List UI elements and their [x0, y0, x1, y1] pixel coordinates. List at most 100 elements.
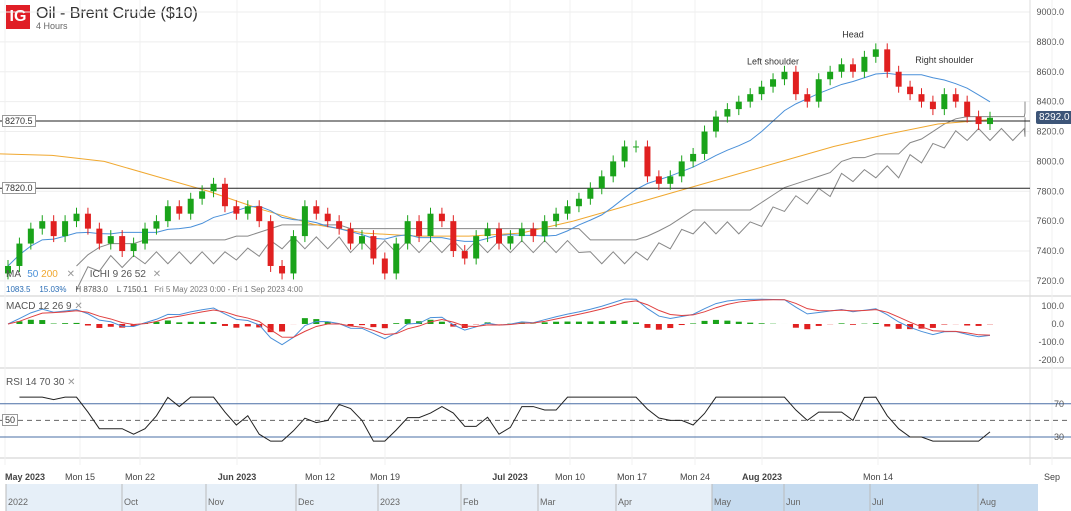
close-icon[interactable]: ✕	[66, 269, 75, 280]
candle	[130, 243, 137, 252]
candle	[872, 49, 879, 57]
rsi-line	[19, 396, 991, 442]
change-pct: 15.03%	[39, 285, 67, 294]
macd-histogram-bar	[438, 321, 445, 324]
chart-title: Oil - Brent Crude ($10)	[36, 5, 198, 22]
candle	[256, 206, 263, 222]
ichi-params: 9 26 52	[112, 269, 146, 280]
candle	[827, 71, 834, 80]
candle	[416, 221, 423, 237]
candle	[473, 236, 480, 259]
navigator-label: Feb	[463, 497, 479, 507]
candle	[347, 228, 354, 244]
macd-label: MACD	[6, 301, 36, 312]
rsi-legend[interactable]: RSI 14 70 30 ✕	[6, 377, 76, 388]
y-tick-label: 8000.0	[1036, 156, 1064, 166]
candle	[644, 146, 651, 177]
macd-histogram-bar	[964, 324, 971, 326]
interval-label[interactable]: 4 Hours	[36, 21, 68, 31]
candle	[884, 49, 891, 72]
macd-histogram-bar	[792, 324, 799, 328]
candle	[781, 71, 788, 80]
macd-histogram-bar	[621, 320, 628, 324]
y-tick-label: 7600.0	[1036, 216, 1064, 226]
candle	[450, 221, 457, 252]
macd-histogram-bar	[347, 324, 354, 327]
x-tick-label: Mon 24	[680, 472, 710, 482]
macd-histogram-bar	[107, 324, 114, 327]
candle	[907, 86, 914, 95]
x-tick-label: Mon 14	[863, 472, 893, 482]
candle	[393, 243, 400, 274]
candle	[575, 198, 582, 207]
candle	[964, 101, 971, 117]
candle	[5, 265, 11, 274]
macd-histogram-bar	[849, 324, 856, 325]
macd-histogram-bar	[724, 320, 731, 324]
close-icon[interactable]: ✕	[67, 377, 76, 388]
candle	[678, 161, 685, 177]
candle	[187, 198, 194, 214]
macd-tick-label: -200.0	[1038, 355, 1064, 365]
y-tick-label: 8400.0	[1036, 97, 1064, 107]
rsi-tick-label: 30	[1054, 432, 1064, 442]
candle	[96, 228, 103, 244]
macd-histogram-bar	[598, 321, 605, 324]
candle	[918, 94, 925, 102]
macd-histogram-bar	[758, 323, 765, 324]
candle	[690, 153, 697, 162]
macd-legend[interactable]: MACD 12 26 9 ✕	[6, 301, 83, 312]
macd-histogram-bar	[324, 321, 331, 324]
candle	[484, 228, 491, 237]
candle	[233, 206, 240, 214]
candle	[358, 236, 365, 244]
candle	[770, 79, 777, 87]
macd-histogram-bar	[655, 324, 662, 330]
macd-histogram-bar	[884, 324, 891, 327]
y-tick-label: 8600.0	[1036, 67, 1064, 77]
candle	[267, 221, 274, 266]
rsi-mid-label: 50	[2, 414, 19, 426]
navigator-label: 2023	[380, 497, 400, 507]
macd-histogram-bar	[27, 319, 34, 324]
candle	[324, 213, 331, 222]
ma-legend[interactable]: MA 50 200 ✕ ICHI 9 26 52 ✕	[6, 269, 161, 280]
level-label-7820: 7820.0	[2, 182, 36, 194]
candle	[541, 221, 548, 237]
candle	[975, 116, 982, 125]
candle	[633, 146, 640, 148]
navigator-label: Dec	[298, 497, 315, 507]
macd-histogram-bar	[633, 322, 640, 324]
candle	[838, 64, 845, 72]
candle	[142, 228, 149, 244]
change: 1083.5	[6, 285, 31, 294]
ma-fast: 50	[27, 269, 39, 280]
ichimoku-span-a	[76, 101, 1026, 267]
macd-histogram-bar	[256, 324, 263, 328]
navigator-label: Nov	[208, 497, 225, 507]
candle	[598, 176, 605, 189]
ma-slow: 200	[41, 269, 58, 280]
high: H 8783.0	[75, 285, 108, 294]
close-icon[interactable]: ✕	[152, 269, 162, 280]
candle	[815, 79, 822, 102]
macd-histogram-bar	[358, 324, 365, 326]
macd-histogram-bar	[404, 319, 411, 324]
candle	[701, 131, 708, 154]
macd-tick-label: 100.0	[1041, 301, 1064, 311]
macd-histogram-bar	[872, 323, 879, 324]
macd-histogram-bar	[233, 324, 240, 328]
candle	[50, 221, 57, 237]
candle	[370, 236, 377, 259]
candle	[621, 146, 628, 162]
level-label-8270: 8270.5	[2, 115, 36, 127]
y-tick-label: 7400.0	[1036, 246, 1064, 256]
candle	[712, 116, 719, 132]
candle	[724, 109, 731, 117]
macd-histogram-bar	[210, 322, 217, 324]
macd-histogram-bar	[96, 324, 103, 328]
macd-histogram-bar	[370, 324, 377, 328]
candle	[849, 64, 856, 72]
close-icon[interactable]: ✕	[74, 301, 83, 312]
